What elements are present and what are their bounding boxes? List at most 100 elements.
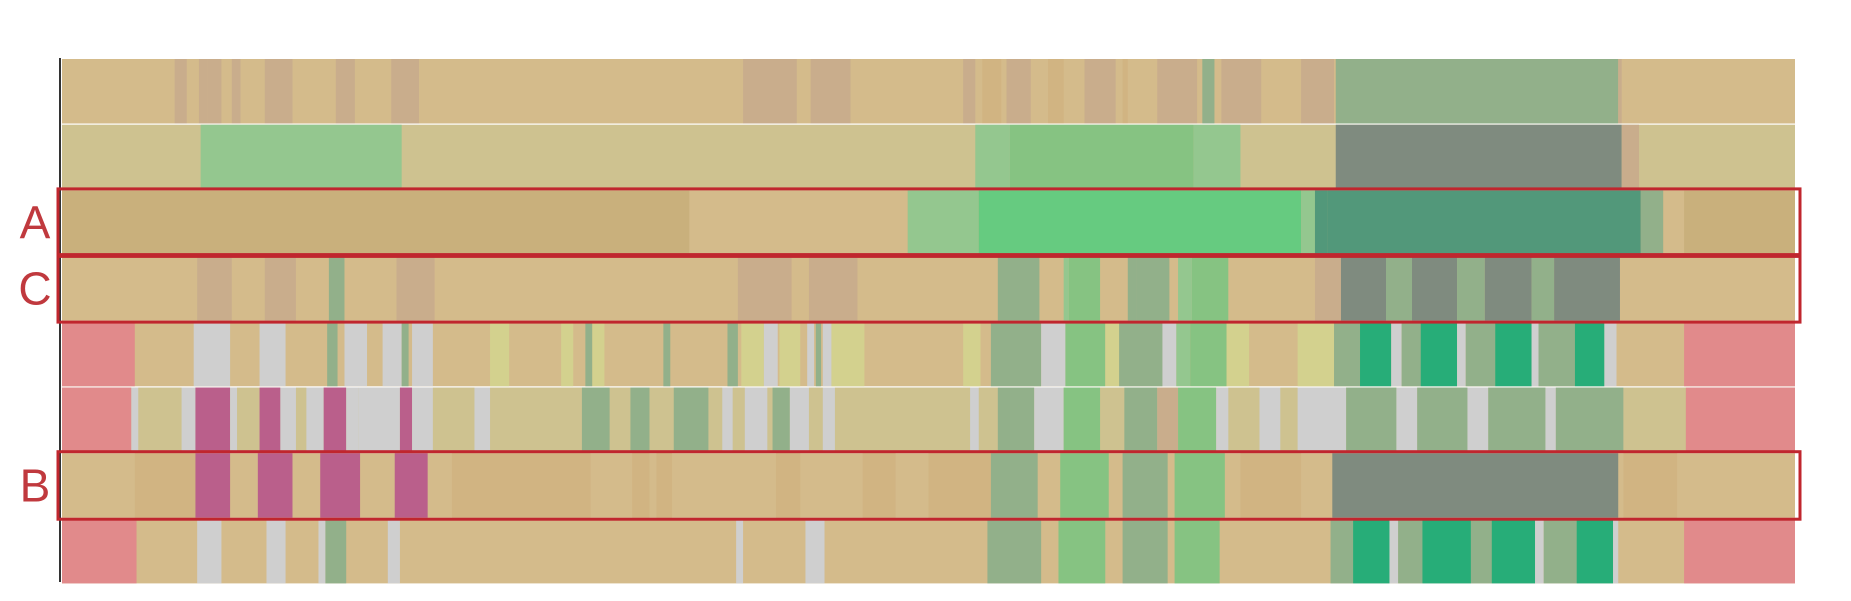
row-6-segment-37 (1488, 387, 1546, 452)
row-1-segment-1 (174, 59, 187, 124)
row-5-segment-45 (1684, 321, 1795, 387)
row-4-segment-4 (396, 256, 435, 321)
row-4-segment-21 (1554, 256, 1620, 321)
row-6-segment-11 (358, 387, 400, 452)
row-5-segment-13 (663, 321, 671, 387)
row-labels: AC B (18, 197, 51, 512)
row-1-segment-16 (1157, 59, 1198, 124)
row-6-segment-27 (1124, 387, 1158, 452)
row-6-segment-28 (1157, 387, 1179, 452)
row-1-segment-8 (743, 59, 797, 124)
row-8-segment-12 (1174, 518, 1220, 584)
row-6-segment-20 (772, 387, 790, 452)
row-5-segment-41 (1531, 321, 1539, 387)
row-5-segment-36 (1401, 321, 1421, 387)
row-6-segment-30 (1216, 387, 1229, 452)
highlight-box-row-4 (56, 253, 1802, 324)
row-6-segment-18 (722, 387, 733, 452)
row-5-segment-8 (412, 321, 433, 387)
row-5-segment-24 (1041, 321, 1066, 387)
row-5-segment-42 (1538, 321, 1575, 387)
row-4-segment-10 (1127, 256, 1137, 321)
row-1-segment-18 (1221, 59, 1262, 124)
row-5-segment-39 (1465, 321, 1496, 387)
row-7-segment-9 (775, 453, 801, 518)
row-7-segment-12 (990, 453, 1038, 518)
row-5-segment-5 (344, 321, 368, 387)
row-1-segment-19 (1301, 59, 1335, 124)
row-8-segment-14 (1353, 518, 1390, 584)
heatmap-row-3 (62, 190, 1795, 255)
row-7-segment-13 (1060, 453, 1109, 518)
row-5-segment-26 (1105, 321, 1120, 387)
row-6-segment-38 (1545, 387, 1556, 452)
row-5-segment-37 (1420, 321, 1458, 387)
row-4-segment-13 (1191, 256, 1229, 321)
row-5-segment-2 (193, 321, 231, 387)
row-6-segment-29 (1178, 387, 1217, 452)
row-5-segment-16 (763, 321, 778, 387)
row-6-segment-8 (306, 387, 324, 452)
row-7-segment-18 (1623, 453, 1678, 518)
row-5-segment-33 (1334, 321, 1361, 387)
row-8-segment-8 (805, 518, 825, 584)
row-5-segment-44 (1604, 321, 1617, 387)
row-1-segment-10 (963, 59, 976, 124)
row-6-segment-13 (412, 387, 433, 452)
row-6-segment-36 (1467, 387, 1489, 452)
row-7-segment-1 (134, 453, 196, 518)
highlight-box-row-3 (56, 187, 1802, 258)
row-6-segment-5 (230, 387, 238, 452)
row-1-segment-11 (982, 59, 1002, 124)
row-8-segment-7 (736, 518, 744, 584)
row-1-segment-12 (1006, 59, 1031, 124)
row-5-segment-35 (1391, 321, 1402, 387)
row-4-segment-7 (997, 256, 1040, 321)
heatmap-row-6 (62, 387, 1795, 452)
row-2-segment-4 (1193, 124, 1241, 190)
row-7-segment-15 (1174, 453, 1225, 518)
row-3-segment-5 (1314, 190, 1328, 255)
row-7-segment-10 (862, 453, 896, 518)
heatmap-row-7 (62, 453, 1795, 518)
row-1-segment-5 (264, 59, 293, 124)
row-2-segment-5 (1335, 124, 1622, 190)
row-8-segment-16 (1398, 518, 1423, 584)
row-6-segment-10 (346, 387, 359, 452)
row-1-segment-4 (231, 59, 241, 124)
heatmap-row-4 (62, 256, 1795, 321)
heatmap-rows (62, 59, 1795, 584)
row-6-segment-2 (131, 387, 139, 452)
row-3-segment-6 (1327, 190, 1641, 255)
row-2-segment-3 (1009, 124, 1194, 190)
row-5-segment-32 (1297, 321, 1335, 387)
row-6-segment-15 (581, 387, 610, 452)
row-1-segment-20 (1335, 59, 1619, 124)
row-5-segment-38 (1457, 321, 1466, 387)
row-6-segment-12 (399, 387, 413, 452)
row-4-segment-14 (1314, 256, 1341, 321)
row-4-segment-20 (1531, 256, 1555, 321)
row-6-segment-34 (1396, 387, 1418, 452)
row-8-segment-21 (1543, 518, 1577, 584)
row-8-segment-10 (1058, 518, 1106, 584)
row-2-segment-2 (975, 124, 1010, 190)
row-8-segment-11 (1122, 518, 1168, 584)
row-3-segment-4 (1301, 190, 1315, 255)
row-3-segment-7 (1640, 190, 1664, 255)
row-label-a: A (20, 197, 51, 249)
row-5-segment-18 (807, 321, 815, 387)
row-6-segment-22 (822, 387, 835, 452)
row-5-segment-9 (490, 321, 510, 387)
row-5-segment-23 (990, 321, 1042, 387)
row-7-segment-11 (928, 453, 991, 518)
row-1-segment-7 (391, 59, 419, 124)
row-5-segment-29 (1176, 321, 1191, 387)
row-5-segment-34 (1360, 321, 1392, 387)
highlight-box-row-7 (56, 450, 1802, 521)
row-6-segment-21 (789, 387, 809, 452)
row-6-segment-9 (323, 387, 347, 452)
row-5-segment-10 (561, 321, 574, 387)
row-7-segment-14 (1122, 453, 1168, 518)
row-8-segment-4 (318, 518, 326, 584)
